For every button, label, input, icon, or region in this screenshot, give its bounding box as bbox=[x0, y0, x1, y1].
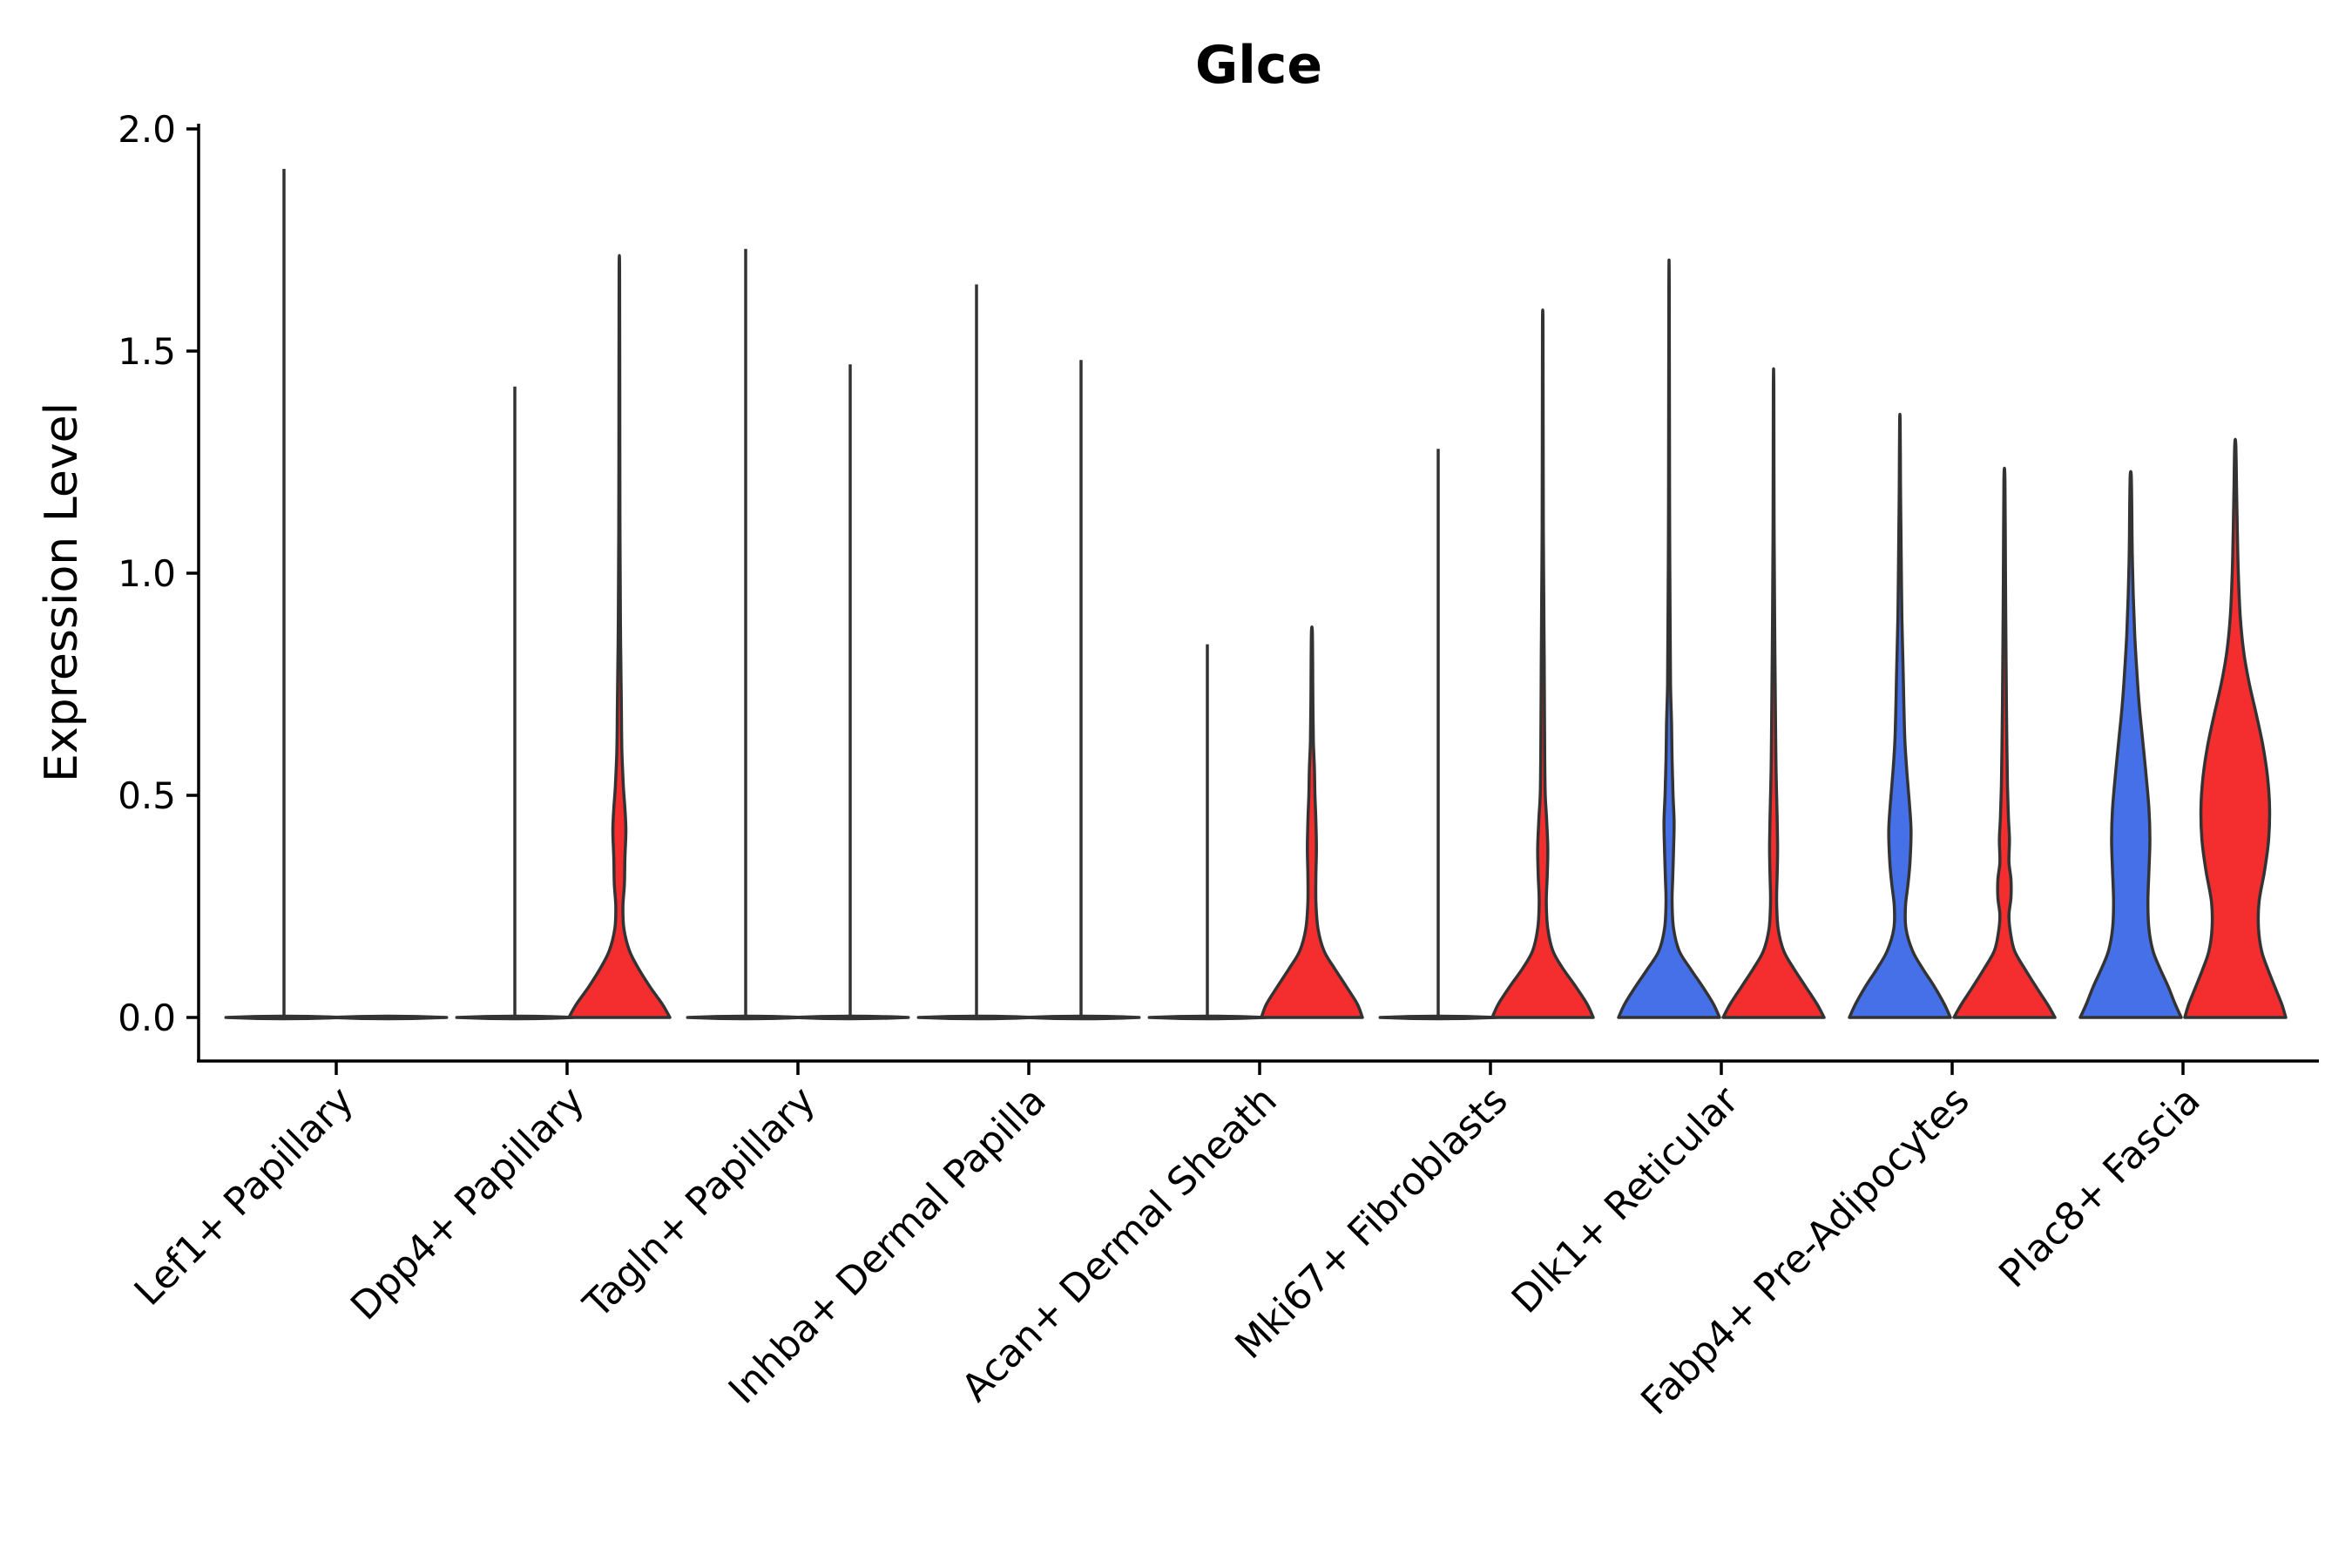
violin-shape bbox=[2078, 470, 2183, 1019]
violin-shape bbox=[567, 253, 672, 1019]
x-tick-label: Dlk1+ Reticular bbox=[1504, 1078, 1748, 1322]
violin-shape bbox=[1378, 1014, 1498, 1021]
x-tick-label: Plac8+ Fascia bbox=[1990, 1078, 2209, 1297]
y-tick-label: 1.5 bbox=[118, 330, 176, 373]
violin-shape bbox=[916, 1014, 1037, 1021]
violin-shape bbox=[1848, 412, 1952, 1019]
violin-shape bbox=[224, 1014, 344, 1021]
y-axis-label: Expression Level bbox=[36, 402, 88, 782]
violin-shape bbox=[328, 1014, 449, 1021]
y-tick-label: 0.5 bbox=[118, 774, 176, 817]
violin-shape bbox=[2183, 437, 2288, 1019]
violin-shape bbox=[1952, 466, 2057, 1019]
x-tick-label: Tagln+ Papillary bbox=[575, 1078, 824, 1328]
x-tick-label: Dpp4+ Papillary bbox=[342, 1078, 593, 1329]
violin-shape bbox=[686, 1014, 806, 1021]
violin-shape bbox=[1490, 308, 1595, 1019]
y-tick-label: 0.0 bbox=[118, 997, 176, 1039]
y-ticks: 0.0 0.5 1.0 1.5 2.0 bbox=[118, 108, 199, 1039]
y-tick-label: 1.0 bbox=[118, 552, 176, 595]
violin-shape bbox=[1021, 1014, 1141, 1021]
violin-shape bbox=[1721, 367, 1826, 1019]
y-tick-label: 2.0 bbox=[118, 108, 176, 151]
chart-title: Glce bbox=[1195, 35, 1322, 96]
violin-shape bbox=[1260, 625, 1364, 1019]
violin-shape bbox=[1617, 258, 1721, 1019]
violin-shape bbox=[1147, 1014, 1267, 1021]
x-tick-label: Lef1+ Papillary bbox=[126, 1078, 362, 1315]
axes-layer bbox=[197, 124, 2319, 1063]
violin-shape bbox=[455, 1014, 575, 1021]
violins-layer bbox=[224, 168, 2288, 1021]
violin-shape bbox=[790, 1014, 910, 1021]
